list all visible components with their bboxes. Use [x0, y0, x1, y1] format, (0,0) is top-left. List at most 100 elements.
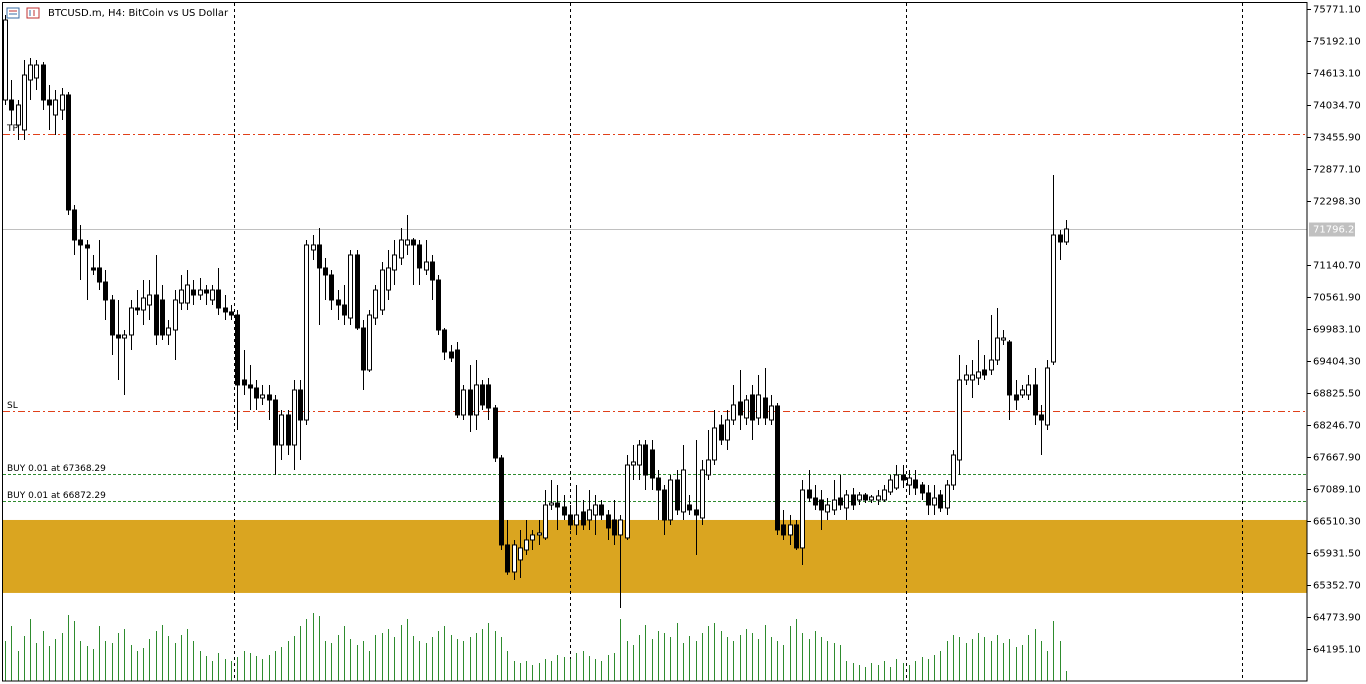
candle-body — [204, 289, 209, 294]
candle-body — [386, 267, 391, 291]
y-tick-label: 70561.90 — [1313, 293, 1361, 304]
candle-body — [185, 284, 190, 304]
candle-body — [512, 544, 517, 573]
level-label: BUY 0.01 at 67368.29 — [7, 464, 106, 474]
candle-body — [41, 64, 46, 101]
levels-layer: TP SL BUY 0.01 at 67368.29 BUY 0.01 at 6687… — [3, 124, 1307, 502]
candle-body — [1058, 234, 1063, 243]
candle-body — [154, 294, 159, 336]
candle-body — [411, 239, 416, 246]
candle-body — [336, 299, 341, 306]
candle-body — [637, 444, 642, 466]
y-tick-label: 72298.30 — [1313, 197, 1361, 208]
candle-body — [549, 502, 554, 506]
y-tick-label: 65352.70 — [1313, 581, 1361, 592]
candle-body — [945, 484, 950, 509]
y-tick-label: 67667.90 — [1313, 453, 1361, 464]
candle-body — [260, 394, 265, 399]
price-axis: 75771.10 75192.10 74613.10 74034.70 73455.90… — [1307, 5, 1361, 656]
candle-body — [913, 479, 918, 489]
y-tick-label: 68246.70 — [1313, 421, 1361, 432]
time-separators — [234, 3, 1243, 681]
candle-body — [91, 267, 96, 271]
y-tick-label: 73455.90 — [1313, 133, 1361, 144]
candle-body — [763, 397, 768, 419]
candle-body — [28, 64, 33, 81]
y-tick-label: 69983.10 — [1313, 325, 1361, 336]
y-tick-label: 68825.50 — [1313, 389, 1361, 400]
y-tick-label: 64773.90 — [1313, 613, 1361, 624]
candle-body — [486, 384, 491, 409]
candle-body — [524, 539, 529, 551]
candle-layer — [3, 14, 1069, 608]
candle-body — [417, 244, 422, 269]
y-tick-label: 74034.70 — [1313, 101, 1361, 112]
candle-body — [675, 479, 680, 511]
candle-body — [957, 379, 962, 461]
candle-body — [405, 239, 410, 246]
candle-body — [750, 394, 755, 421]
candle-body — [135, 307, 140, 311]
candle-body — [976, 371, 981, 379]
candle-body — [449, 351, 454, 359]
candle-body — [869, 496, 874, 501]
candle-body — [894, 474, 899, 489]
candle-body — [800, 489, 805, 549]
candle-body — [424, 261, 429, 271]
candle-body — [599, 504, 604, 516]
candle-body — [1064, 228, 1069, 243]
candle-body — [1039, 414, 1044, 421]
candle-body — [725, 419, 730, 441]
candle-body — [3, 19, 8, 101]
candle-body — [85, 244, 90, 249]
zone — [3, 519, 1307, 593]
candle-body — [298, 389, 303, 421]
candle-body — [694, 509, 699, 516]
candle-body — [361, 327, 366, 371]
candle-body — [191, 289, 196, 296]
candle-body — [643, 444, 648, 476]
candle-body — [493, 407, 498, 459]
candle-body — [1051, 234, 1056, 363]
level-label: BUY 0.01 at 66872.29 — [7, 491, 106, 501]
candle-body — [555, 502, 560, 508]
candle-body — [103, 281, 108, 301]
candle-body — [367, 314, 372, 371]
candle-body — [348, 254, 353, 319]
candle-body — [825, 504, 830, 513]
candle-body — [254, 387, 259, 399]
candle-body — [518, 547, 523, 561]
candle-body — [455, 349, 460, 416]
candle-body — [882, 489, 887, 501]
candle-body — [656, 477, 661, 491]
candle-body — [166, 327, 171, 336]
candle-body — [712, 427, 717, 461]
candle-body — [807, 489, 812, 499]
candle-body — [631, 461, 636, 466]
candle-body — [380, 269, 385, 311]
candle-body — [392, 254, 397, 271]
candle-body — [1014, 394, 1019, 401]
y-tick-label: 72877.10 — [1313, 165, 1361, 176]
candle-body — [72, 209, 77, 241]
candle-body — [198, 289, 203, 296]
candle-body — [731, 404, 736, 421]
candle-body — [706, 459, 711, 476]
candle-body — [625, 464, 630, 539]
candle-body — [1007, 341, 1012, 396]
candle-body — [901, 474, 906, 481]
candle-body — [279, 414, 284, 446]
candle-body — [1026, 384, 1031, 396]
candle-body — [461, 389, 466, 416]
title-icons — [6, 7, 40, 19]
candle-body — [342, 304, 347, 316]
candle-body — [436, 279, 441, 331]
candle-body — [744, 399, 749, 419]
candle-body — [16, 104, 21, 126]
candle-body — [819, 499, 824, 511]
candle-body — [499, 457, 504, 546]
candle-body — [66, 94, 71, 211]
candle-body — [530, 534, 535, 541]
candle-body — [110, 299, 115, 336]
